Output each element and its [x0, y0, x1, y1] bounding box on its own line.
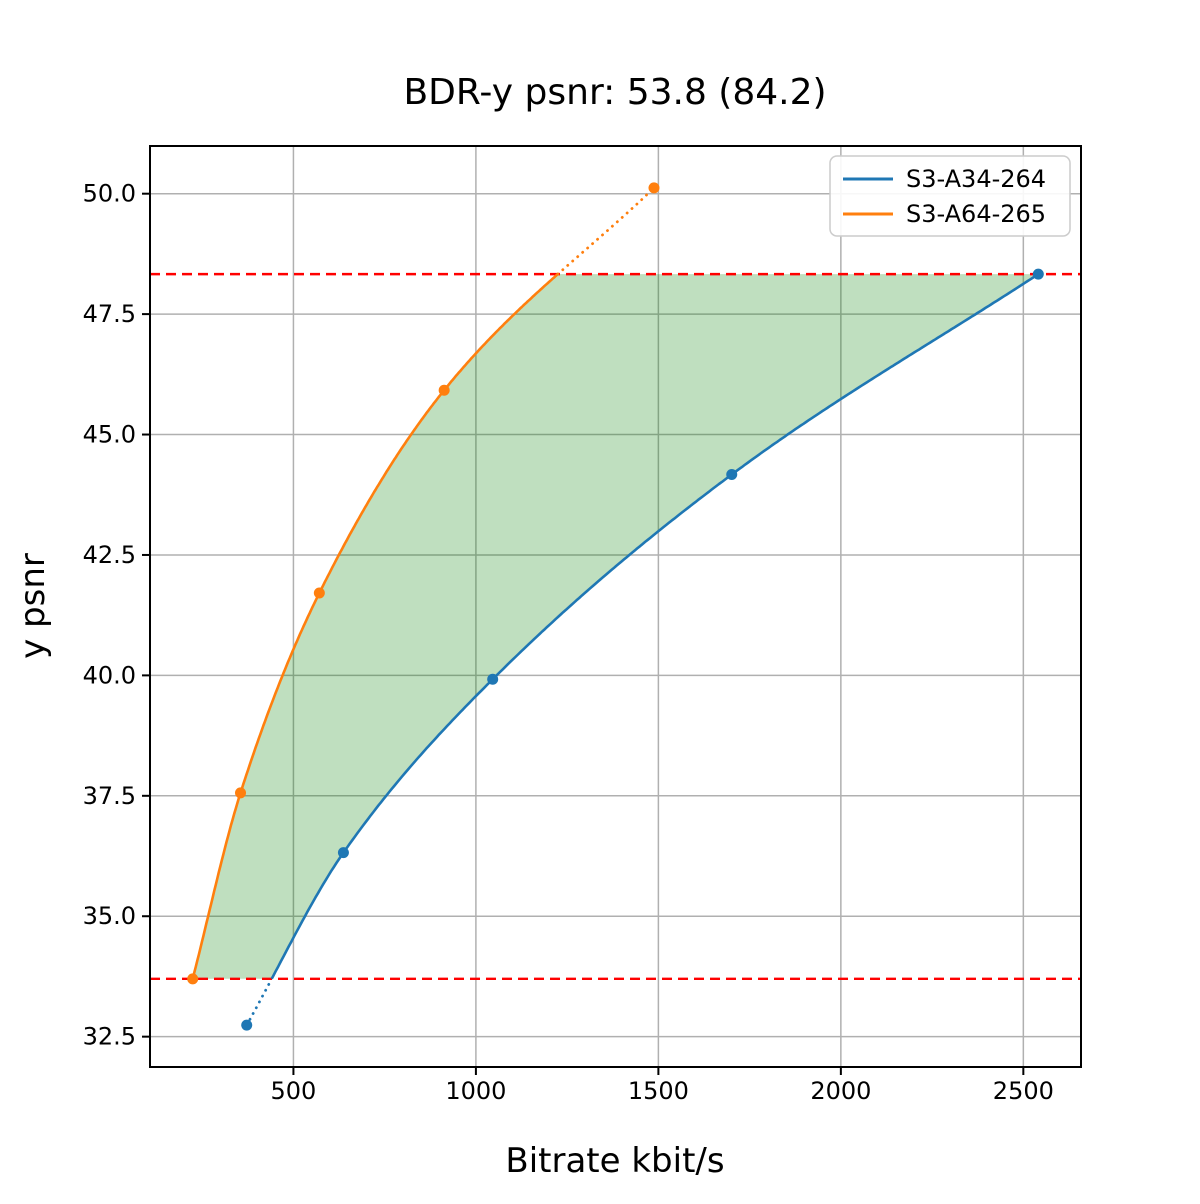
- data-point-marker: [337, 847, 349, 859]
- y-tick-label: 37.5: [83, 782, 136, 810]
- x-tick-label: 2000: [810, 1077, 871, 1105]
- data-point-marker: [438, 384, 450, 396]
- y-tick-label: 42.5: [83, 541, 136, 569]
- axes-frame: [149, 145, 1082, 1068]
- data-point-marker: [313, 587, 325, 599]
- x-tick-label: 1000: [445, 1077, 506, 1105]
- plot-area: 500 1000 1500 2000 2500 32.5 35.0 37.5 40.0 42.5 4…: [83, 145, 1082, 1105]
- curve-dotted-segment: [556, 186, 656, 276]
- x-tick-label: 2500: [993, 1077, 1054, 1105]
- x-axis-label: Bitrate kbit/s: [505, 1141, 724, 1181]
- y-tick-label: 45.0: [83, 421, 136, 449]
- curve-solid-segment: [270, 273, 1040, 980]
- y-tick-label: 50.0: [83, 180, 136, 208]
- bd-shaded-area: [192, 274, 1039, 979]
- data-point-marker: [235, 787, 247, 799]
- y-axis-label: y psnr: [13, 553, 53, 659]
- data-point-marker: [187, 973, 199, 985]
- legend-entry-label: S3-A34-264: [906, 165, 1046, 193]
- chart-title: BDR-y psnr: 53.8 (84.2): [403, 72, 826, 113]
- legend: S3-A34-264 S3-A64-265: [829, 155, 1071, 237]
- data-point-marker: [726, 469, 738, 481]
- x-tick-label: 500: [271, 1077, 317, 1105]
- y-tick-label: 47.5: [83, 300, 136, 328]
- x-tick-label: 1500: [628, 1077, 689, 1105]
- y-tick-label: 32.5: [83, 1023, 136, 1051]
- data-point-marker: [241, 1019, 253, 1031]
- legend-box: [829, 155, 1071, 237]
- legend-entry-label: S3-A64-265: [906, 200, 1046, 228]
- data-point-marker: [1032, 268, 1044, 280]
- y-tick-label: 35.0: [83, 902, 136, 930]
- curve-solid-segment: [191, 273, 559, 980]
- curve-dotted-segment: [245, 977, 274, 1027]
- y-tick-label: 40.0: [83, 661, 136, 689]
- data-point-marker: [648, 182, 660, 194]
- data-point-marker: [487, 673, 499, 685]
